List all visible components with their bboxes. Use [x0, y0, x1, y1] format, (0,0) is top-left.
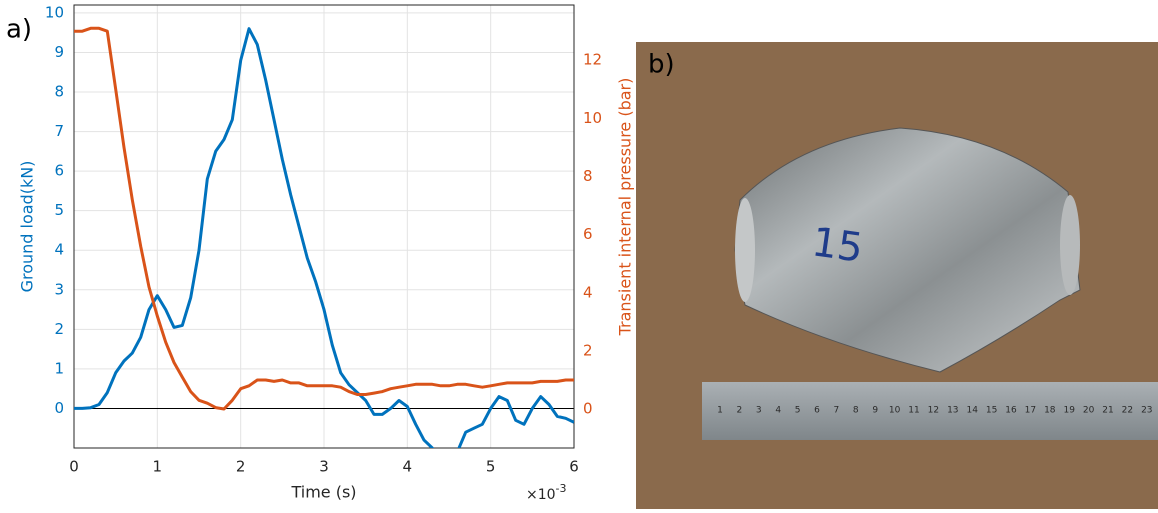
ruler-label: 9: [872, 406, 878, 416]
specimen-end: [735, 198, 755, 302]
y-tick-label: 6: [54, 162, 64, 180]
y-tick-label: 2: [54, 320, 64, 338]
ruler-label: 22: [1122, 406, 1133, 416]
x-axis-label: Time (s): [290, 483, 356, 502]
x-tick-label: 1: [153, 458, 163, 476]
y-tick-label: 7: [54, 122, 64, 140]
ruler-label: 10: [889, 406, 901, 416]
x-multiplier-exponent: -3: [556, 482, 567, 495]
data-line: [74, 27, 574, 448]
ruler-label: 15: [986, 406, 997, 416]
ruler-label: 14: [966, 406, 978, 416]
y2-tick-label: 10: [583, 109, 602, 127]
y2-tick-label: 6: [583, 225, 593, 243]
ruler-label: 5: [795, 406, 801, 416]
y2-tick-label: 2: [583, 341, 593, 359]
x-multiplier: ×10-3: [526, 482, 567, 503]
y-tick-label: 10: [45, 3, 64, 21]
y-tick-label: 5: [54, 201, 64, 219]
y-tick-label: 1: [54, 359, 64, 377]
y-tick-label: 9: [54, 43, 64, 61]
y2-tick-label: 0: [583, 400, 593, 418]
data-line: [74, 26, 574, 411]
ruler-label: 7: [834, 406, 840, 416]
ruler-label: 3: [756, 406, 762, 416]
ruler-label: 2: [737, 406, 743, 416]
x-tick-label: 2: [236, 458, 246, 476]
ruler-label: 4: [775, 406, 781, 416]
y2-tick-label: 12: [583, 51, 602, 69]
ruler-label: 1: [717, 406, 723, 416]
ruler-label: 12: [928, 406, 939, 416]
y-tick-label: 3: [54, 280, 64, 298]
ruler-label: 16: [1005, 406, 1017, 416]
panel-label: a): [6, 15, 32, 45]
series-group: [74, 26, 574, 448]
y2-tick-label: 8: [583, 167, 593, 185]
ruler-label: 21: [1102, 406, 1113, 416]
ruler-label: 11: [908, 406, 919, 416]
ruler-label: 17: [1025, 406, 1036, 416]
specimen-label: 15: [809, 219, 866, 272]
ruler: [702, 382, 1158, 440]
x-tick-label: 6: [569, 458, 579, 476]
x-multiplier-base: ×10: [526, 487, 556, 503]
y2-axis-label: Transient internal pressure (bar): [616, 78, 635, 337]
ruler-label: 23: [1141, 406, 1152, 416]
x-tick-label: 3: [319, 458, 329, 476]
y-tick-label: 0: [54, 399, 64, 417]
ruler-label: 18: [1044, 406, 1056, 416]
x-tick-label: 5: [486, 458, 496, 476]
x-tick-label: 4: [403, 458, 413, 476]
ruler-label: 19: [1063, 406, 1075, 416]
y-tick-label: 4: [54, 241, 64, 259]
ruler-label: 13: [947, 406, 958, 416]
y-tick-label: 8: [54, 83, 64, 101]
specimen-end: [1060, 195, 1080, 295]
ruler-label: 20: [1083, 406, 1095, 416]
panel-label: b): [648, 50, 675, 80]
y-axis-label: Ground load(kN): [18, 161, 37, 293]
plot-frame: [73, 4, 575, 449]
x-tick-label: 0: [69, 458, 79, 476]
y2-tick-label: 4: [583, 283, 593, 301]
ruler-label: 8: [853, 406, 859, 416]
photo: 15 1 2 3 4 5 6 7 8 9 10 11 12 13 14 15 16 17 18 19 20 21 22 23…: [636, 42, 1158, 509]
ruler-label: 6: [814, 406, 820, 416]
